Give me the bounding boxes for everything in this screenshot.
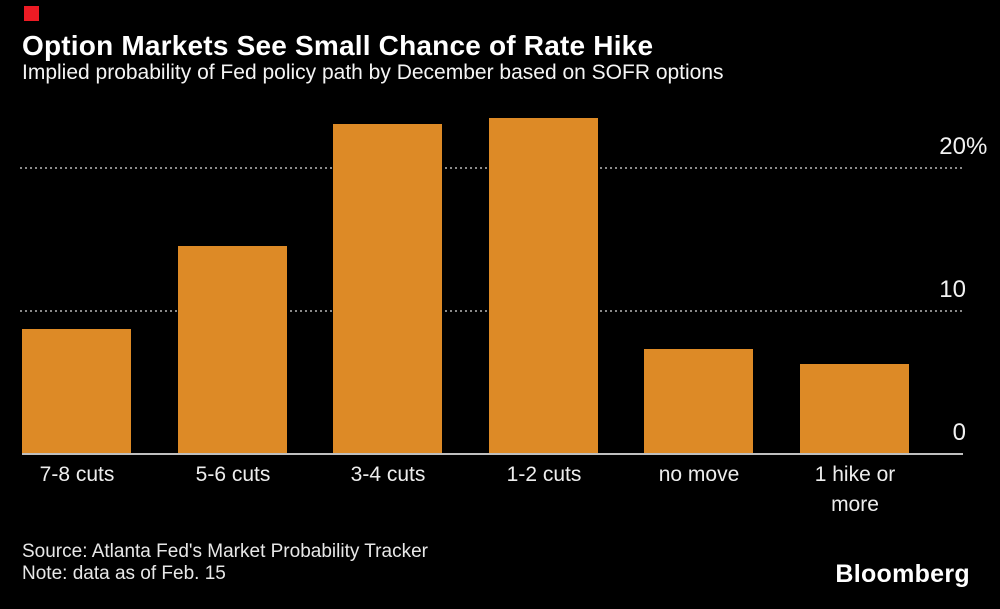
bloomberg-wordmark: Bloomberg xyxy=(835,560,970,588)
x-axis-label: 1-2 cuts xyxy=(506,463,582,486)
y-tick-label-0: 0 xyxy=(952,419,966,446)
bar-5-6-cuts xyxy=(178,246,287,453)
chart-title: Option Markets See Small Chance of Rate … xyxy=(22,30,654,61)
bar-1-2-cuts xyxy=(489,118,598,453)
bar-7-8-cuts xyxy=(22,329,131,453)
note-text: Note: data as of Feb. 15 xyxy=(22,563,226,584)
bar-no-move xyxy=(644,349,753,453)
x-axis-label: 3-4 cuts xyxy=(350,463,426,486)
red-square-brand-icon xyxy=(24,6,39,21)
x-axis-label: no move xyxy=(658,463,740,486)
x-axis-line xyxy=(22,453,963,455)
percent-suffix: % xyxy=(966,133,988,160)
x-axis-label: 1 hike or more xyxy=(814,463,896,516)
bar-3-4-cuts xyxy=(333,124,442,453)
source-text: Source: Atlanta Fed's Market Probability… xyxy=(22,541,428,562)
bar-1-hike-or-more xyxy=(800,364,909,453)
chart-subtitle: Implied probability of Fed policy path b… xyxy=(22,61,724,84)
x-axis-label: 7-8 cuts xyxy=(39,463,115,486)
x-axis-label: 5-6 cuts xyxy=(195,463,271,486)
y-tick-label-20: 20% xyxy=(939,133,988,160)
y-tick-label-10: 10 xyxy=(939,276,966,303)
